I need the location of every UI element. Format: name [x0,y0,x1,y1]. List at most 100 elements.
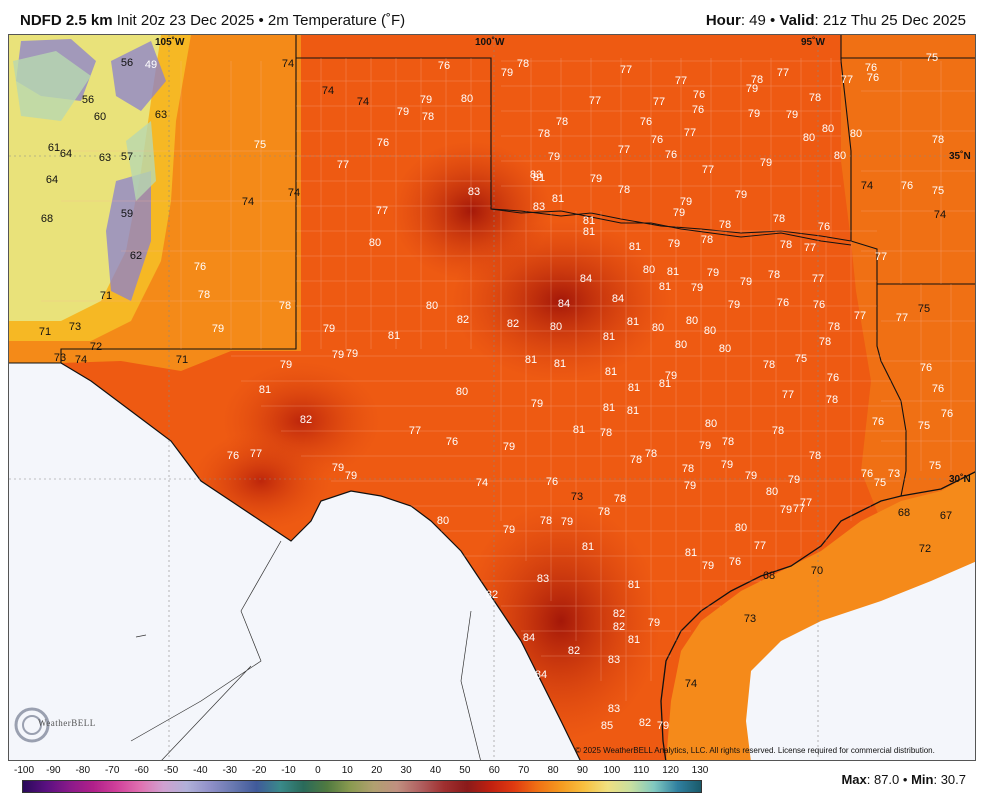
east-cooler-region [841,35,975,561]
temperature-value: 74 [861,180,873,192]
temperature-value: 75 [874,477,886,489]
temperature-value: 79 [323,323,335,335]
temperature-value: 77 [841,74,853,86]
temperature-value: 77 [800,497,812,509]
temperature-value: 75 [932,185,944,197]
temperature-value: 64 [46,174,58,186]
temperature-value: 78 [682,463,694,475]
temperature-value: 82 [639,717,651,729]
hot-central [451,221,671,381]
temperature-value: 79 [673,207,685,219]
model-name: NDFD 2.5 km [20,12,113,29]
temperature-value: 56 [121,57,133,69]
scale-tick-label: 70 [518,765,530,776]
temperature-value: 76 [777,297,789,309]
temperature-value: 78 [517,58,529,70]
temperature-value: 79 [345,470,357,482]
temperature-value: 76 [941,408,953,420]
temperature-value: 74 [242,196,254,208]
temperature-value: 77 [620,64,632,76]
temperature-value: 83 [468,186,480,198]
temperature-value: 68 [41,213,53,225]
temperature-value: 76 [227,450,239,462]
temperature-value: 75 [926,52,938,64]
temperature-value: 84 [523,632,535,644]
temperature-value: 78 [540,515,552,527]
temperature-value: 81 [628,579,640,591]
colorbar [22,780,702,793]
temperature-value: 79 [397,106,409,118]
logo-text: WeatherBELL [38,718,96,728]
temperature-value: 78 [828,321,840,333]
temperature-map[interactable]: 105˚W 100˚W 95˚W 35˚N 30˚N 56 49 76 79 78 77 7… [8,34,976,761]
lon-label-95: 95˚W [801,36,825,48]
temperature-value: 75 [929,460,941,472]
temperature-value: 76 [438,60,450,72]
temperature-value: 82 [300,414,312,426]
temperature-value: 76 [818,221,830,233]
temperature-value: 76 [651,134,663,146]
temperature-value: 83 [530,169,542,181]
temperature-value: 83 [533,201,545,213]
temperature-value: 81 [603,402,615,414]
temperature-value: 77 [684,127,696,139]
temperature-value: 77 [777,67,789,79]
temperature-value: 76 [827,372,839,384]
temperature-value: 79 [740,276,752,288]
temperature-value: 79 [332,462,344,474]
temperature-value: 80 [803,132,815,144]
scale-tick-label: 50 [459,765,471,776]
temperature-value: 81 [629,241,641,253]
scale-tick-label: 40 [429,765,442,776]
scale-tick-label: 20 [371,765,383,776]
hour-label: Hour [705,12,741,29]
scale-tick-label: -80 [75,765,91,776]
temperature-value: 80 [643,264,655,276]
temperature-value: 78 [279,300,291,312]
mexico-border [60,362,581,760]
temperature-value: 78 [618,184,630,196]
temperature-value: 76 [546,476,558,488]
temperature-value: 79 [657,720,669,732]
init-time: Init 20z 23 Dec 2025 [116,12,255,29]
scale-tick-label: 80 [547,765,559,776]
lat-label-35: 35˚N [949,150,971,162]
temperature-value: 79 [728,299,740,311]
header-right: Hour: 49 • Valid: 21z Thu 25 Dec 2025 [706,12,966,29]
temperature-value: 77 [376,205,388,217]
temperature-value: 74 [476,477,488,489]
temperature-value: 56 [82,94,94,106]
temperature-value: 77 [896,312,908,324]
temperature-value: 81 [605,366,617,378]
field-name: 2m Temperature (˚F) [267,12,406,29]
temperature-value: 57 [121,151,133,163]
temperature-value: 68 [898,507,910,519]
temperature-value: 75 [918,420,930,432]
temperature-value: 80 [369,237,381,249]
scale-tick-label: -10 [281,765,296,776]
temperature-value: 84 [535,669,547,681]
max-label: Max [841,772,867,787]
scale-tick-label: -90 [46,765,61,776]
temperature-value: 80 [437,515,449,527]
temperature-value: 80 [461,93,473,105]
temperature-value: 82 [613,621,625,633]
temperature-value: 79 [702,560,714,572]
temperature-value: 77 [653,96,665,108]
temperature-value: 76 [640,116,652,128]
temperature-value: 79 [548,151,560,163]
temperature-value: 79 [420,94,432,106]
scale-tick-labels: -100 -90 -80 -70 -60 -50 -40 -30 -20 -10 0 10 20 30 40… [0,765,984,779]
temperature-value: 77 [875,251,887,263]
temperature-value: 64 [60,148,72,160]
temperature-value: 79 [760,157,772,169]
temperature-value: 70 [811,565,823,577]
temperature-value: 80 [652,322,664,334]
temperature-value: 79 [788,474,800,486]
temperature-value: 77 [804,242,816,254]
temperature-value: 80 [704,325,716,337]
temperature-value: 80 [850,128,862,140]
min-label: Min [911,772,934,787]
temperature-value: 81 [554,358,566,370]
